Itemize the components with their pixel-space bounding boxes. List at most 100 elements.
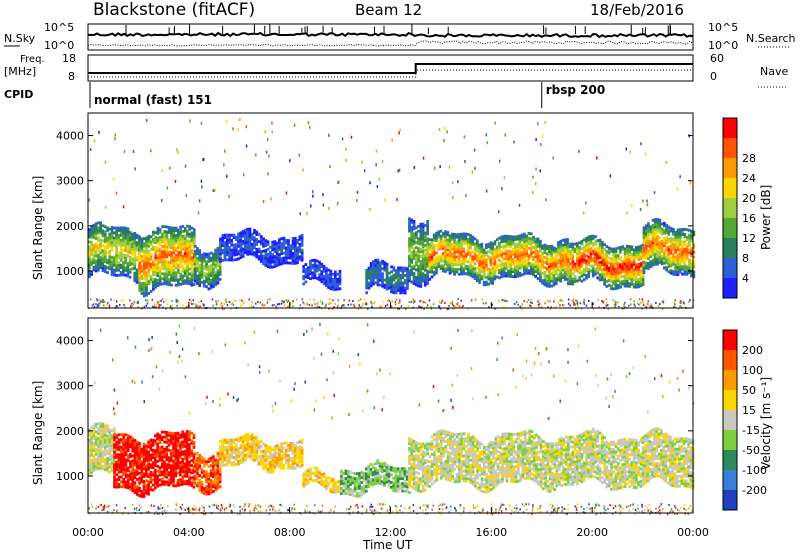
- echo-cell: [223, 241, 227, 244]
- ground-scatter-cell: [313, 298, 315, 301]
- echo-cell: [165, 280, 169, 284]
- echo-cell: [417, 259, 420, 263]
- echo-cell: [176, 481, 180, 485]
- echo-cell: [441, 247, 445, 250]
- echo-cell: [421, 232, 425, 236]
- echo-cell: [117, 483, 121, 486]
- echo-cell: [632, 270, 636, 274]
- echo-cell: [92, 251, 96, 254]
- echo-cell: [169, 464, 173, 468]
- echo-cell: [287, 249, 290, 252]
- sparse-echo-cell: [224, 149, 226, 153]
- echo-cell: [500, 245, 504, 249]
- echo-cell: [665, 256, 668, 259]
- echo-cell: [113, 455, 116, 459]
- echo-cell: [683, 255, 687, 259]
- echo-cell: [548, 260, 551, 263]
- sparse-echo-cell: [243, 173, 245, 177]
- echo-cell: [154, 434, 157, 438]
- ground-scatter-cell: [567, 298, 570, 301]
- echo-cell: [385, 280, 389, 284]
- echo-cell: [99, 451, 102, 455]
- echo-cell: [685, 243, 689, 247]
- echo-cell: [152, 263, 155, 266]
- echo-cell: [264, 244, 268, 247]
- echo-cell: [147, 257, 151, 261]
- echo-cell: [596, 271, 600, 275]
- y-tick-label: 3000: [56, 175, 84, 188]
- ground-scatter-cell: [485, 302, 487, 305]
- echo-cell: [421, 240, 425, 243]
- echo-cell: [536, 262, 540, 266]
- echo-cell: [690, 262, 693, 265]
- echo-cell: [658, 258, 662, 262]
- echo-cell: [644, 261, 648, 265]
- echo-cell: [225, 233, 229, 237]
- echo-cell: [179, 250, 182, 254]
- ground-scatter-cell: [517, 303, 519, 306]
- echo-cell: [656, 237, 659, 241]
- echo-cell: [473, 247, 477, 251]
- echo-cell: [378, 283, 382, 287]
- echo-cell: [237, 244, 240, 248]
- echo-cell: [439, 229, 443, 233]
- echo-cell: [417, 249, 420, 253]
- echo-cell: [131, 257, 134, 261]
- echo-cell: [690, 252, 693, 255]
- echo-cell: [228, 238, 231, 242]
- echo-cell: [408, 254, 411, 258]
- echo-cell: [591, 244, 595, 248]
- sparse-echo-cell: [473, 148, 476, 152]
- echo-cell: [580, 269, 584, 273]
- echo-cell: [108, 259, 112, 263]
- echo-cell: [124, 485, 128, 489]
- echo-cell: [462, 232, 465, 236]
- echo-cell: [336, 285, 339, 289]
- ground-scatter-cell: [262, 304, 264, 307]
- echo-cell: [322, 282, 326, 286]
- echo-cell: [397, 276, 400, 280]
- echo-cell: [172, 239, 176, 243]
- echo-cell: [672, 257, 675, 261]
- echo-cell: [291, 256, 295, 260]
- echo-cell: [466, 240, 470, 244]
- echo-cell: [446, 243, 450, 247]
- echo-cell: [209, 251, 213, 255]
- echo-cell: [119, 258, 123, 262]
- echo-cell: [172, 481, 175, 485]
- echo-cell: [133, 481, 137, 485]
- echo-cell: [660, 247, 664, 251]
- ground-scatter-cell: [576, 302, 579, 305]
- echo-cell: [489, 273, 493, 277]
- echo-cell: [567, 252, 570, 256]
- echo-cell: [685, 268, 689, 271]
- sparse-echo-cell: [446, 130, 448, 134]
- echo-cell: [296, 238, 299, 242]
- echo-cell: [119, 226, 123, 230]
- echo-cell: [550, 244, 553, 248]
- echo-cell: [120, 470, 123, 474]
- echo-cell: [376, 283, 380, 287]
- echo-cell: [163, 450, 166, 454]
- echo-cell: [228, 258, 231, 262]
- echo-cell: [131, 469, 135, 473]
- echo-cell: [469, 236, 472, 240]
- ground-scatter-cell: [99, 299, 102, 302]
- echo-cell: [158, 248, 162, 252]
- echo-cell: [176, 441, 180, 445]
- echo-cell: [92, 461, 96, 465]
- ground-scatter-cell: [659, 303, 661, 306]
- ground-scatter-cell: [679, 305, 681, 307]
- echo-cell: [545, 262, 549, 266]
- echo-cell: [539, 259, 542, 263]
- echo-cell: [455, 243, 459, 247]
- echo-cell: [209, 271, 213, 275]
- echo-cell: [170, 236, 173, 240]
- echo-cell: [439, 264, 443, 268]
- echo-cell: [143, 277, 146, 280]
- echo-cell: [678, 248, 682, 251]
- echo-cell: [514, 267, 517, 271]
- echo-cell: [426, 269, 429, 273]
- echo-cell: [158, 438, 162, 442]
